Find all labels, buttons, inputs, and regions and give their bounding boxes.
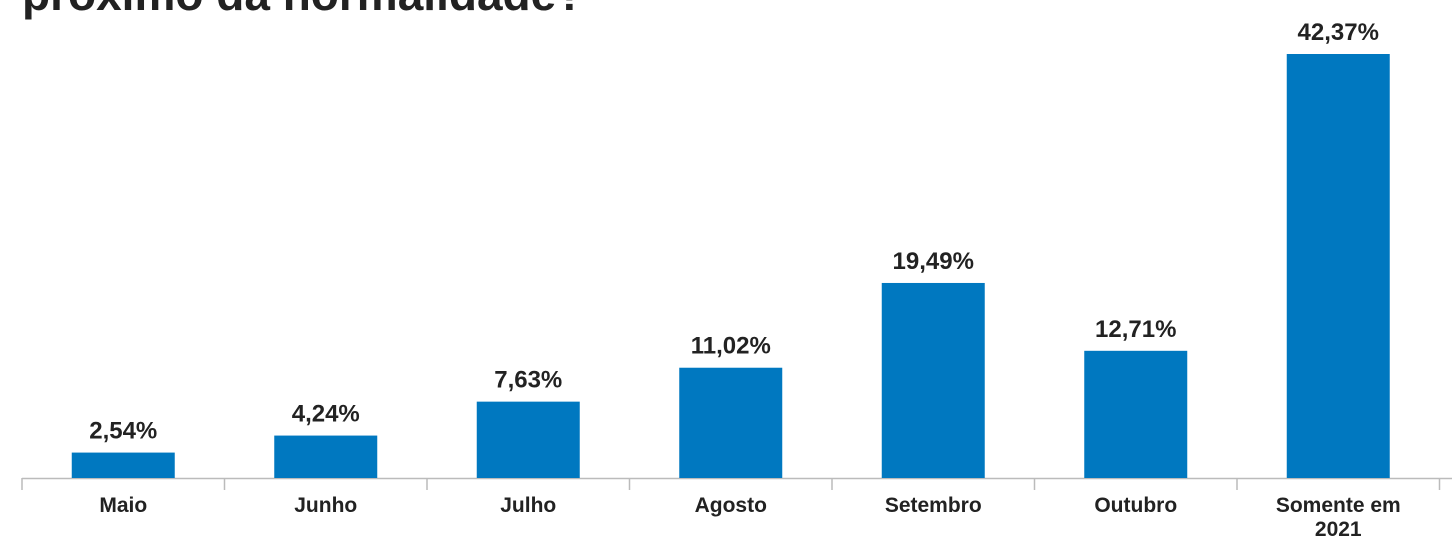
bar <box>679 367 783 478</box>
x-tick-label: Somente em 2021 <box>1275 494 1401 541</box>
value-label: 7,63% <box>494 367 562 394</box>
bar <box>274 435 378 478</box>
x-tick-label: Outubro <box>1094 494 1178 517</box>
x-tick-label: Maio <box>99 494 148 517</box>
value-label: 4,24% <box>292 401 360 428</box>
bar <box>1286 54 1390 478</box>
bar <box>881 282 985 478</box>
x-tick-label: Junho <box>294 494 358 517</box>
x-tick-label: Agosto <box>694 494 767 517</box>
value-label: 19,49% <box>893 248 974 275</box>
bar <box>71 452 175 478</box>
chart-title: próximo da normalidade? <box>22 0 584 20</box>
bar <box>1084 350 1188 478</box>
x-tick-label: Setembro <box>884 494 982 517</box>
bar <box>476 401 580 478</box>
value-label: 11,02% <box>691 333 771 360</box>
value-label: 12,71% <box>1095 316 1176 343</box>
value-label: 2,54% <box>89 418 157 445</box>
value-label: 42,37% <box>1298 19 1379 46</box>
x-tick-label: Julho <box>500 494 557 517</box>
